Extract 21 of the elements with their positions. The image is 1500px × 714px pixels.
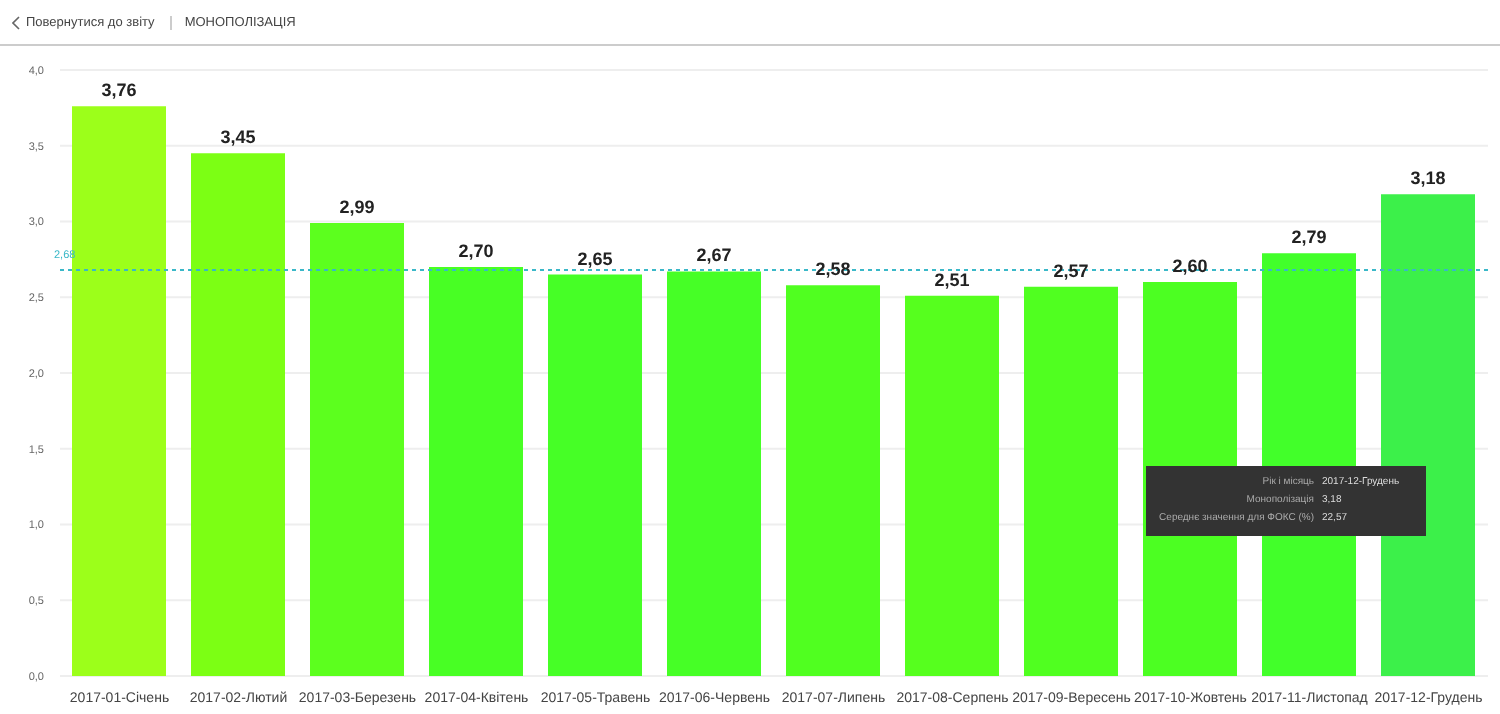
data-label: 2,65: [577, 248, 613, 269]
data-label: 3,45: [220, 127, 256, 148]
data-label: 2,51: [934, 269, 970, 290]
data-label: 2,58: [815, 259, 851, 280]
data-label: 3,18: [1410, 168, 1446, 189]
bar: [905, 295, 999, 676]
data-label: 2,57: [1053, 260, 1089, 281]
data-label: 2,60: [1172, 256, 1208, 277]
bar: [429, 266, 523, 676]
data-label: 3,76: [101, 80, 137, 101]
bar: [786, 285, 880, 676]
bar: [1024, 286, 1118, 676]
data-label: 2,79: [1291, 227, 1327, 248]
data-label: 2,67: [696, 245, 732, 266]
bar: [548, 274, 642, 676]
data-label: 2,99: [339, 197, 375, 218]
bar: [310, 223, 404, 676]
data-label: 2,70: [458, 240, 494, 261]
bar: [667, 271, 761, 676]
bar: [191, 153, 285, 676]
bar: [72, 106, 166, 676]
